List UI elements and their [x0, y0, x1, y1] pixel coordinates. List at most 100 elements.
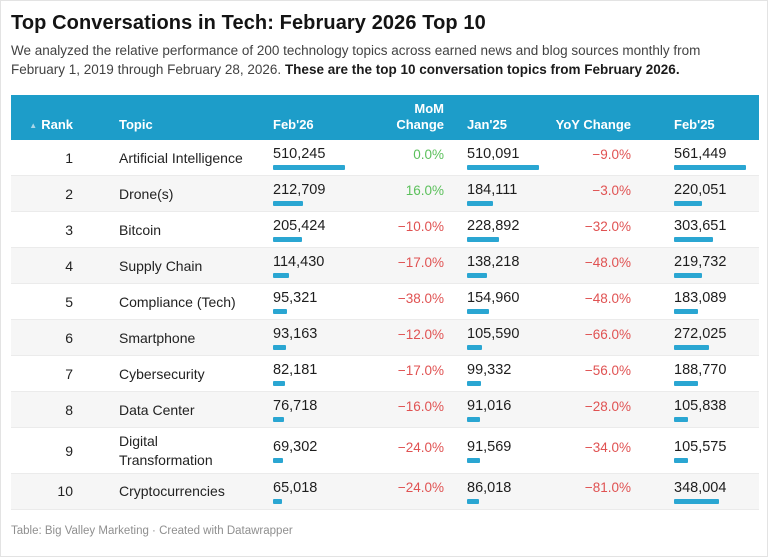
- column-header-topic[interactable]: Topic: [86, 117, 259, 133]
- table-row: 9 Digital Transformation 69,302 −24.0% 91,56…: [11, 428, 759, 474]
- value-bar-feb25: [674, 345, 709, 351]
- description-text: We analyzed the relative performance of …: [11, 43, 701, 78]
- column-header-rank[interactable]: ▲ Rank: [11, 117, 86, 133]
- value-bar-feb25: [674, 309, 698, 315]
- mom-change-value: −16.0%: [397, 398, 444, 414]
- rank-cell: 1: [65, 149, 73, 166]
- topic-label: Compliance (Tech): [119, 293, 236, 310]
- value-bar-feb25: [674, 458, 688, 463]
- yoy-change-cell: −28.0%: [554, 398, 631, 418]
- value-cell-feb26: 205,424: [259, 217, 369, 243]
- column-label-mom-change: MoM Change: [396, 100, 444, 133]
- value-cell-jan25: 228,892: [444, 217, 554, 243]
- yoy-change-value: −32.0%: [584, 218, 631, 234]
- yoy-change-value: −48.0%: [584, 254, 631, 270]
- rank-cell: 6: [65, 329, 73, 346]
- table-header-row: ▲ Rank Topic Feb'26 MoM Change Jan'25 YoY…: [11, 95, 759, 141]
- column-label-feb26: Feb'26: [273, 117, 314, 133]
- value-cell-jan25: 105,590: [444, 325, 554, 351]
- value-bar-jan25: [467, 273, 487, 279]
- yoy-change-value: −66.0%: [584, 326, 631, 342]
- yoy-change-value: −48.0%: [584, 290, 631, 306]
- value-jan25: 99,332: [467, 362, 512, 379]
- table-row: 4 Supply Chain 114,430 −17.0% 138,218 −48.0% 2…: [11, 248, 759, 285]
- topic-label: Cybersecurity: [119, 365, 205, 382]
- value-cell-jan25: 99,332: [444, 361, 554, 387]
- value-cell-feb25: 183,089: [631, 289, 759, 315]
- data-table: ▲ Rank Topic Feb'26 MoM Change Jan'25 YoY…: [11, 95, 759, 510]
- column-header-feb25[interactable]: Feb'25: [631, 117, 759, 133]
- rank-cell: 10: [57, 483, 73, 500]
- chart-description: We analyzed the relative performance of …: [11, 41, 751, 79]
- table-row: 1 Artificial Intelligence 510,245 0.0% 510,0…: [11, 140, 759, 177]
- table-row: 5 Compliance (Tech) 95,321 −38.0% 154,960 −48…: [11, 284, 759, 321]
- credit-text: Table: Big Valley Marketing · Created wi…: [11, 524, 293, 537]
- column-label-yoy-change: YoY Change: [555, 117, 631, 133]
- value-bar-jan25: [467, 381, 481, 387]
- value-bar-feb26: [273, 381, 285, 387]
- value-cell-feb26: 114,430: [259, 253, 369, 279]
- value-cell-jan25: 138,218: [444, 253, 554, 279]
- yoy-change-cell: −48.0%: [554, 254, 631, 274]
- rank-cell: 5: [65, 293, 73, 310]
- value-bar-feb26: [273, 458, 283, 463]
- value-bar-feb26: [273, 201, 303, 207]
- yoy-change-cell: −56.0%: [554, 363, 631, 382]
- topic-label: Cryptocurrencies: [119, 483, 225, 500]
- value-jan25: 154,960: [467, 290, 520, 307]
- value-bar-feb26: [273, 237, 302, 243]
- topic-cell: Smartphone: [86, 329, 259, 347]
- value-cell-feb26: 510,245: [259, 145, 369, 171]
- value-cell-feb25: 561,449: [631, 145, 759, 171]
- value-bar-jan25: [467, 498, 480, 504]
- topic-label: Data Center: [119, 401, 195, 418]
- value-jan25: 138,218: [467, 254, 520, 271]
- mom-change-value: −38.0%: [397, 290, 444, 306]
- column-header-yoy-change[interactable]: YoY Change: [554, 117, 631, 133]
- column-header-mom-change[interactable]: MoM Change: [369, 101, 444, 134]
- value-cell-jan25: 184,111: [444, 181, 554, 207]
- value-bar-feb25: [674, 498, 719, 504]
- column-header-jan25[interactable]: Jan'25: [444, 117, 554, 133]
- mom-change-cell: −16.0%: [369, 398, 444, 418]
- value-bar-feb26: [273, 309, 287, 315]
- value-feb26: 76,718: [273, 398, 318, 415]
- yoy-change-value: −28.0%: [584, 398, 631, 414]
- value-feb26: 65,018: [273, 479, 318, 496]
- value-feb26: 205,424: [273, 218, 326, 235]
- value-bar-feb25: [674, 273, 703, 279]
- yoy-change-value: −9.0%: [592, 146, 631, 162]
- value-feb25: 561,449: [674, 146, 727, 163]
- mom-change-value: −17.0%: [397, 362, 444, 378]
- table-row: 2 Drone(s) 212,709 16.0% 184,111 −3.0% 220,051: [11, 176, 759, 213]
- column-header-feb26[interactable]: Feb'26: [259, 117, 369, 133]
- value-bar-feb26: [273, 417, 284, 423]
- topic-label: Artificial Intelligence: [119, 149, 243, 166]
- value-cell-feb26: 212,709: [259, 181, 369, 207]
- topic-cell: Cryptocurrencies: [86, 482, 259, 500]
- mom-change-value: −10.0%: [397, 218, 444, 234]
- table-credit: Table: Big Valley Marketing · Created wi…: [11, 525, 757, 537]
- value-cell-feb26: 69,302: [259, 438, 369, 463]
- topic-cell: Data Center: [86, 401, 259, 419]
- value-feb25: 272,025: [674, 326, 727, 343]
- mom-change-cell: −17.0%: [369, 362, 444, 382]
- table-body: 1 Artificial Intelligence 510,245 0.0% 510,0…: [11, 140, 759, 510]
- column-label-rank: Rank: [41, 117, 73, 133]
- value-feb26: 510,245: [273, 146, 326, 163]
- mom-change-value: −24.0%: [397, 480, 444, 496]
- value-cell-jan25: 86,018: [444, 479, 554, 504]
- value-bar-jan25: [467, 201, 493, 207]
- value-bar-feb26: [273, 165, 345, 171]
- value-bar-feb26: [273, 273, 290, 279]
- mom-change-cell: −17.0%: [369, 255, 444, 274]
- value-bar-jan25: [467, 165, 539, 171]
- value-jan25: 86,018: [467, 479, 512, 496]
- value-feb26: 95,321: [273, 290, 318, 307]
- value-cell-feb25: 219,732: [631, 253, 759, 279]
- mom-change-value: 0.0%: [413, 146, 444, 162]
- value-cell-feb26: 95,321: [259, 289, 369, 315]
- value-feb25: 188,770: [674, 362, 727, 379]
- value-feb26: 82,181: [273, 362, 318, 379]
